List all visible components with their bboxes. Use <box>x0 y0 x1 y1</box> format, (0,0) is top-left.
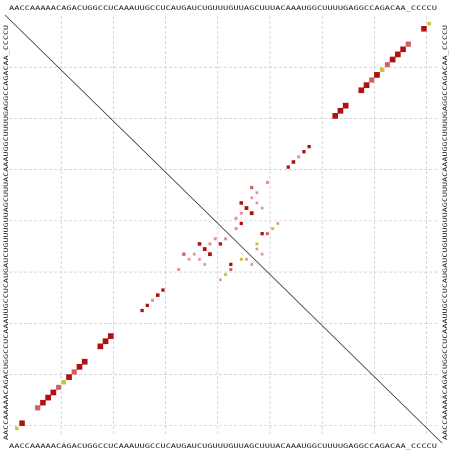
pair-square-upper <box>358 87 365 94</box>
pair-square-upper <box>260 252 264 256</box>
pair-square-upper <box>379 67 385 73</box>
pair-square-lower <box>56 384 62 390</box>
pair-square-upper <box>400 46 406 53</box>
pair-square-upper <box>405 41 411 47</box>
pair-square-lower <box>218 242 223 246</box>
pair-square-lower <box>224 237 228 241</box>
pair-square-upper <box>369 77 375 83</box>
sequence-left: AACCAAAAACAGACUGGCCUCAAAUUGCCUCAUGAUCUGU… <box>3 25 10 440</box>
pair-square-upper <box>286 165 290 169</box>
pair-square-upper <box>427 21 431 26</box>
pair-square-lower <box>182 252 186 256</box>
pair-square-lower <box>208 242 212 246</box>
pair-square-lower <box>61 379 67 385</box>
pair-square-upper <box>265 232 269 236</box>
pair-square-lower <box>203 263 207 266</box>
pair-square-upper <box>389 56 396 63</box>
lower-triangle-pairs <box>15 237 254 431</box>
pair-square-upper <box>421 26 427 32</box>
pair-square-lower <box>45 394 51 401</box>
pair-square-lower <box>97 343 104 350</box>
pair-square-lower <box>229 268 233 272</box>
pair-square-upper <box>239 201 244 205</box>
pair-square-lower <box>187 257 191 261</box>
pair-square-lower <box>219 278 222 282</box>
pair-square-upper <box>255 242 259 246</box>
sequence-top: AACCAAAAACAGACUGGCCUCAAAUUGCCUCAUGAUCUGU… <box>9 5 437 12</box>
pair-square-lower <box>161 288 165 292</box>
pair-square-lower <box>208 252 212 257</box>
pair-square-lower <box>213 237 217 241</box>
pair-square-lower <box>71 369 77 375</box>
pair-square-lower <box>250 263 254 266</box>
pair-square-lower <box>81 358 88 365</box>
upper-triangle-pairs <box>234 21 431 256</box>
pair-square-lower <box>192 252 196 256</box>
pair-square-upper <box>260 232 264 236</box>
pair-square-lower <box>19 420 25 426</box>
pair-square-upper <box>337 107 344 114</box>
sequence-right: AACCAAAAACAGACUGGCCUCAAAUUGCCUCAUGAUCUGU… <box>442 25 449 440</box>
sequence-bottom: AACCAAAAACAGACUGGCCUCAAAUUGCCUCAUGAUCUGU… <box>9 443 437 450</box>
pair-square-lower <box>15 426 19 431</box>
pair-square-lower <box>229 262 233 267</box>
pair-square-upper <box>234 216 238 220</box>
pair-square-lower <box>66 374 72 380</box>
pair-square-upper <box>342 102 349 109</box>
pair-square-lower <box>197 242 202 246</box>
pair-square-lower <box>151 298 155 302</box>
pair-square-upper <box>276 222 280 225</box>
pair-square-upper <box>291 160 296 164</box>
grid-lines <box>9 16 437 436</box>
pair-square-lower <box>239 257 243 261</box>
pair-square-upper <box>271 227 275 231</box>
pair-square-upper <box>265 180 269 184</box>
pair-square-lower <box>35 405 41 411</box>
pair-square-upper <box>244 206 249 210</box>
pair-square-lower <box>102 338 109 345</box>
pair-square-lower <box>145 303 149 308</box>
pair-square-upper <box>332 113 339 119</box>
pair-square-upper <box>260 206 264 210</box>
pair-square-upper <box>249 211 254 216</box>
pair-square-upper <box>255 201 259 205</box>
pair-square-upper <box>302 150 306 154</box>
pair-square-upper <box>363 82 370 88</box>
pair-square-lower <box>202 247 207 251</box>
pair-square-lower <box>177 268 181 272</box>
pair-square-lower <box>40 399 46 406</box>
pair-square-lower <box>198 257 201 261</box>
pair-square-upper <box>234 227 238 231</box>
pair-square-upper <box>384 62 390 68</box>
pair-square-lower <box>155 293 160 297</box>
pair-square-lower <box>224 273 228 277</box>
pair-square-upper <box>307 144 311 149</box>
pair-square-lower <box>107 333 114 339</box>
pair-square-upper <box>395 51 401 58</box>
pair-square-lower <box>76 364 83 370</box>
pair-square-lower <box>140 308 144 313</box>
pair-square-upper <box>239 221 243 226</box>
pair-square-upper <box>255 191 259 195</box>
pair-square-upper <box>239 211 243 215</box>
pair-square-upper <box>374 72 380 78</box>
pair-square-upper <box>255 247 259 251</box>
pair-square-upper <box>297 155 301 159</box>
pair-square-upper <box>250 196 254 200</box>
pair-square-upper <box>250 185 254 190</box>
pair-square-lower <box>245 257 248 261</box>
pair-square-lower <box>50 389 57 396</box>
main-diagonal-line <box>4 14 443 444</box>
